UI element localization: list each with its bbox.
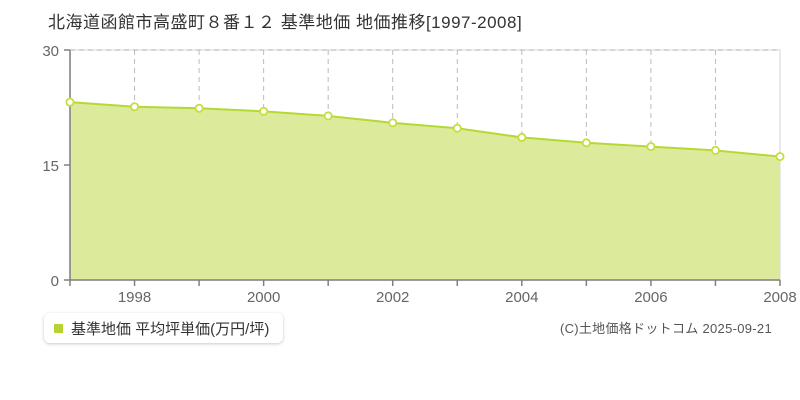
legend-swatch-icon	[54, 323, 63, 333]
data-point-marker[interactable]	[130, 102, 140, 112]
legend-label: 基準地価 平均坪単価(万円/坪)	[71, 320, 270, 338]
series-area-fill	[70, 102, 780, 280]
data-point-marker[interactable]	[581, 138, 591, 148]
x-axis-tick-label: 1998	[118, 289, 151, 306]
chart-legend: 基準地価 平均坪単価(万円/坪)	[44, 313, 284, 343]
data-point-marker[interactable]	[323, 111, 333, 121]
data-point-marker[interactable]	[388, 118, 398, 128]
x-axis-tick-label: 2008	[763, 289, 796, 306]
data-point-marker[interactable]	[259, 106, 269, 116]
x-axis-tick-label: 2002	[376, 289, 409, 306]
y-axis-tick-label: 30	[42, 43, 59, 60]
x-axis-tick-label: 2004	[505, 289, 538, 306]
copyright-credit: (C)土地価格ドットコム 2025-09-21	[559, 321, 772, 336]
data-point-marker[interactable]	[452, 123, 462, 133]
data-point-marker[interactable]	[775, 152, 785, 162]
data-point-marker[interactable]	[517, 132, 527, 142]
data-point-marker[interactable]	[646, 142, 656, 152]
data-point-marker[interactable]	[710, 145, 720, 155]
x-axis-tick-label: 2006	[634, 289, 667, 306]
series-line	[69, 101, 781, 158]
y-axis-tick-label: 0	[51, 273, 59, 290]
data-point-marker[interactable]	[65, 97, 75, 107]
page-title: 北海道函館市高盛町８番１２ 基準地価 地価推移[1997-2008]	[48, 13, 523, 32]
x-axis-tick-label: 2000	[247, 289, 280, 306]
data-point-marker[interactable]	[194, 103, 204, 113]
y-axis-tick-label: 15	[42, 158, 59, 175]
